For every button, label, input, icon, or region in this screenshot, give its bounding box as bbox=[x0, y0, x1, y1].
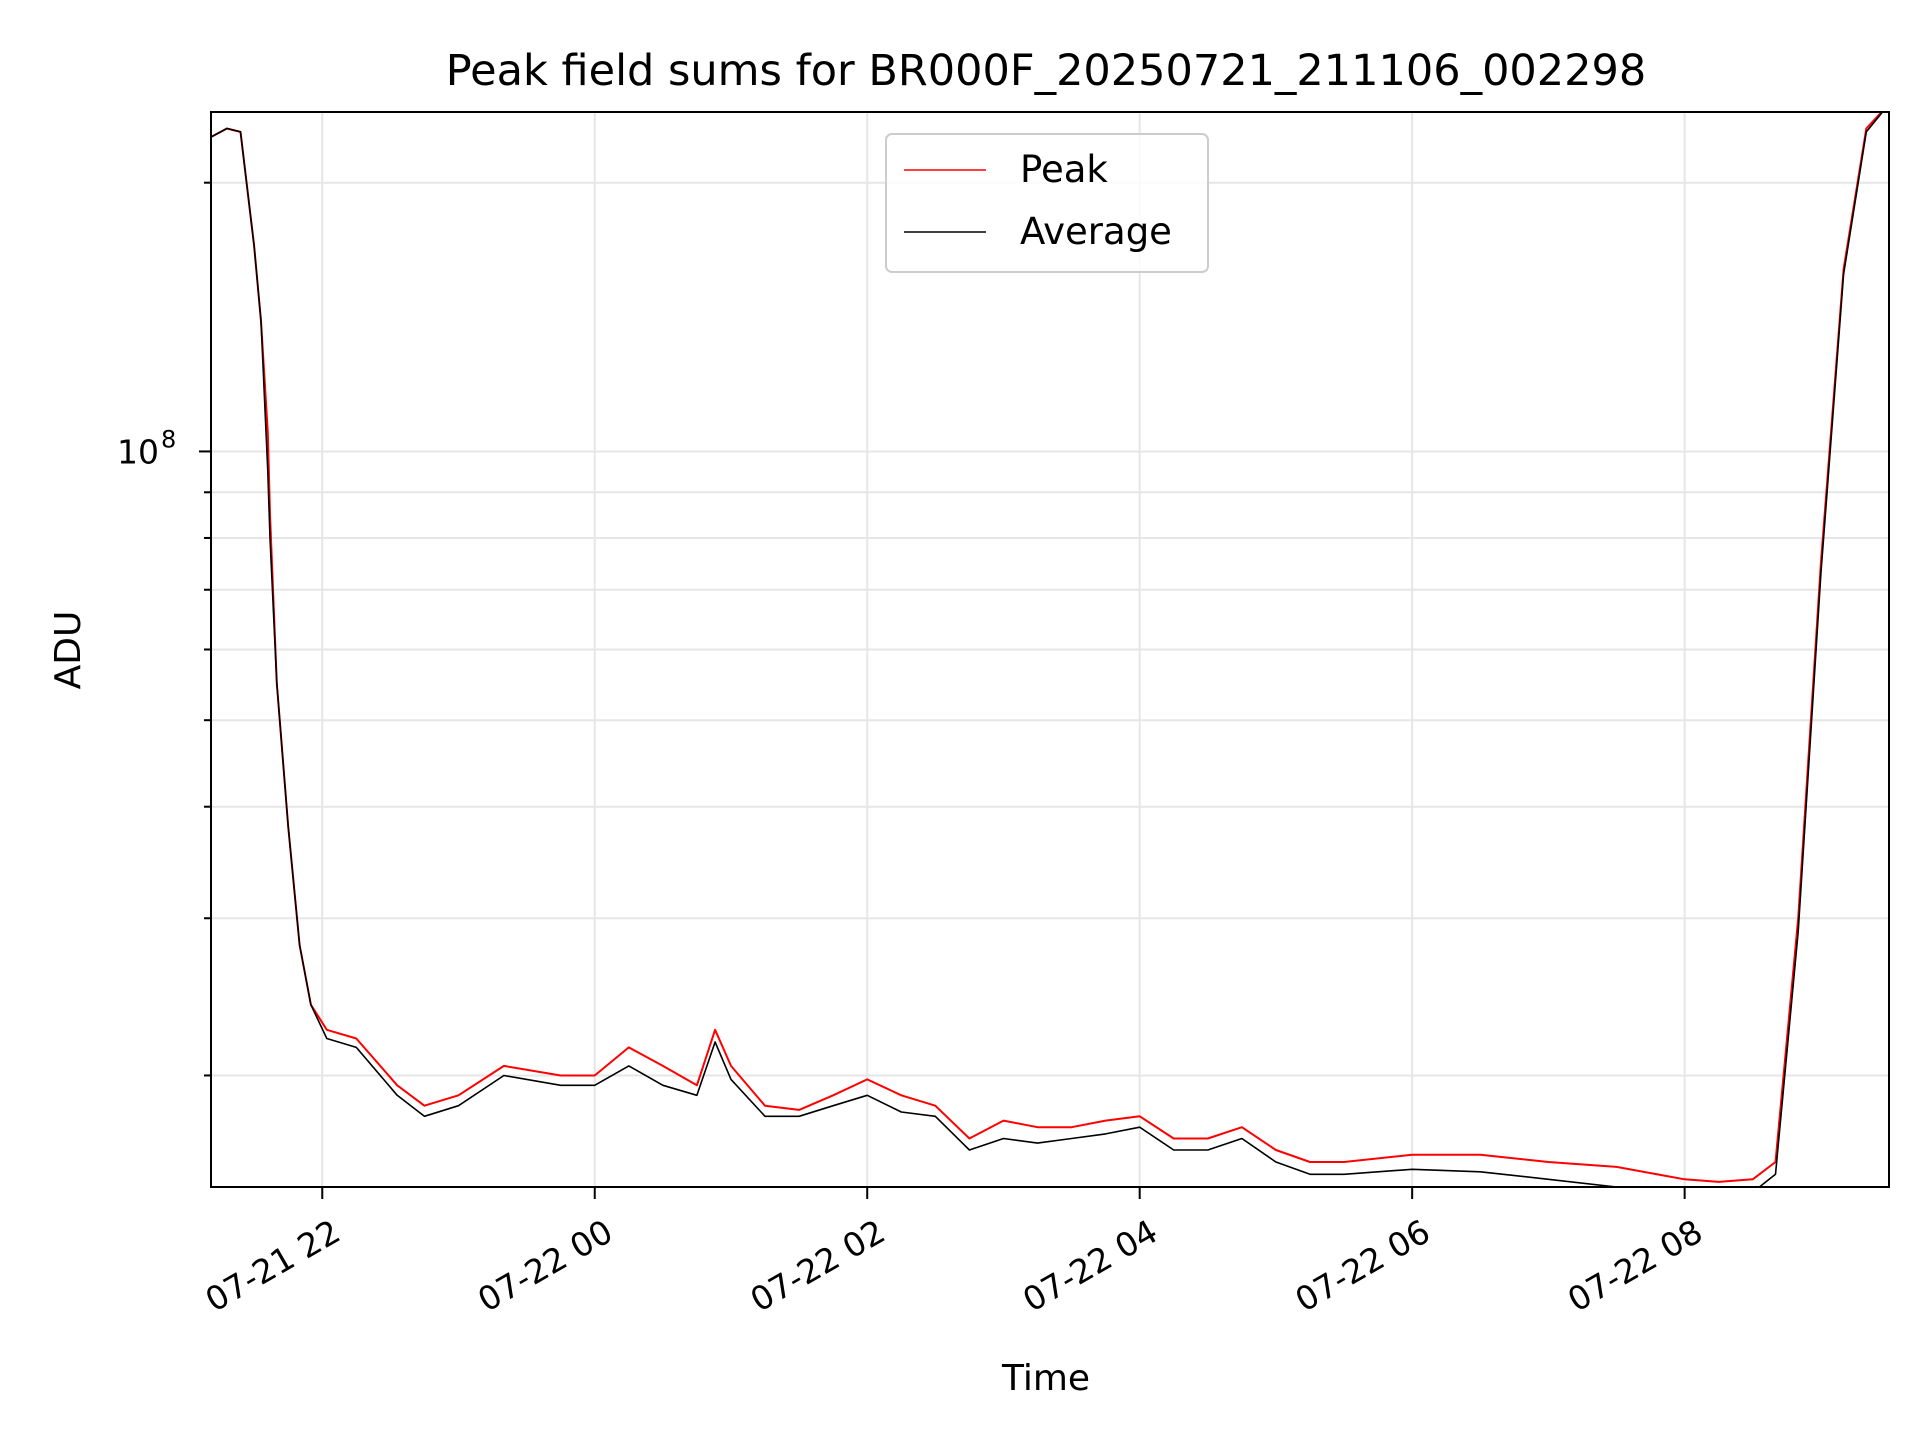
x-axis-label: Time bbox=[1001, 1358, 1090, 1399]
y-tick-label-base: 10 bbox=[117, 432, 159, 471]
chart-title: Peak field sums for BR000F_20250721_2111… bbox=[446, 46, 1646, 96]
legend-label-average: Average bbox=[1020, 210, 1172, 253]
y-tick-label: 10 8 bbox=[117, 425, 176, 471]
legend-label-peak: Peak bbox=[1020, 148, 1108, 191]
plot-frame bbox=[210, 111, 1890, 1188]
legend: Peak Average bbox=[885, 133, 1209, 273]
y-axis-label: ADU bbox=[48, 611, 89, 690]
series-line-average bbox=[211, 112, 1884, 1187]
legend-box bbox=[885, 133, 1209, 273]
y-tick-label-exponent: 8 bbox=[161, 425, 176, 453]
series-lines bbox=[211, 112, 1884, 1187]
